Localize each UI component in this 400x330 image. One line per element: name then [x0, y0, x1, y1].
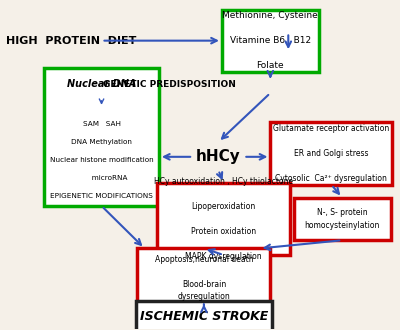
Text: HCy autooxidation , HCy thiolactone

Lipoperoxidation

Protein oxidation

MAPK d: HCy autooxidation , HCy thiolactone Lipo… — [154, 177, 293, 261]
FancyBboxPatch shape — [222, 10, 319, 72]
FancyBboxPatch shape — [44, 68, 159, 206]
FancyBboxPatch shape — [138, 248, 270, 307]
Text: Methionine, Cysteine

Vitamine B6,  B12

Folate: Methionine, Cysteine Vitamine B6, B12 Fo… — [222, 11, 318, 70]
Text: N-, S- protein
homocysteinylation: N-, S- protein homocysteinylation — [304, 208, 380, 230]
Text: Glutamate receptor activation

ER and Golgi stress

Cytosolic  Ca²⁺ dysregulatio: Glutamate receptor activation ER and Gol… — [273, 124, 390, 183]
Text: SAM   SAH

DNA Methylation

Nuclear histone modification

       microRNA

EPIGE: SAM SAH DNA Methylation Nuclear histone … — [50, 121, 153, 199]
Text: ISCHEMIC STROKE: ISCHEMIC STROKE — [140, 310, 268, 323]
Text: Apoptosis,neuronal death

Blood-brain
dysregulation: Apoptosis,neuronal death Blood-brain dys… — [154, 255, 253, 301]
Text: Nuclear DNA: Nuclear DNA — [67, 79, 136, 89]
Text: HIGH  PROTEIN  DIET: HIGH PROTEIN DIET — [6, 36, 136, 46]
Text: GENETIC PREDISPOSITION: GENETIC PREDISPOSITION — [103, 80, 236, 89]
FancyBboxPatch shape — [136, 301, 272, 330]
FancyBboxPatch shape — [157, 183, 290, 255]
Text: hHCy: hHCy — [196, 149, 241, 164]
FancyBboxPatch shape — [294, 198, 391, 240]
FancyBboxPatch shape — [270, 122, 392, 184]
